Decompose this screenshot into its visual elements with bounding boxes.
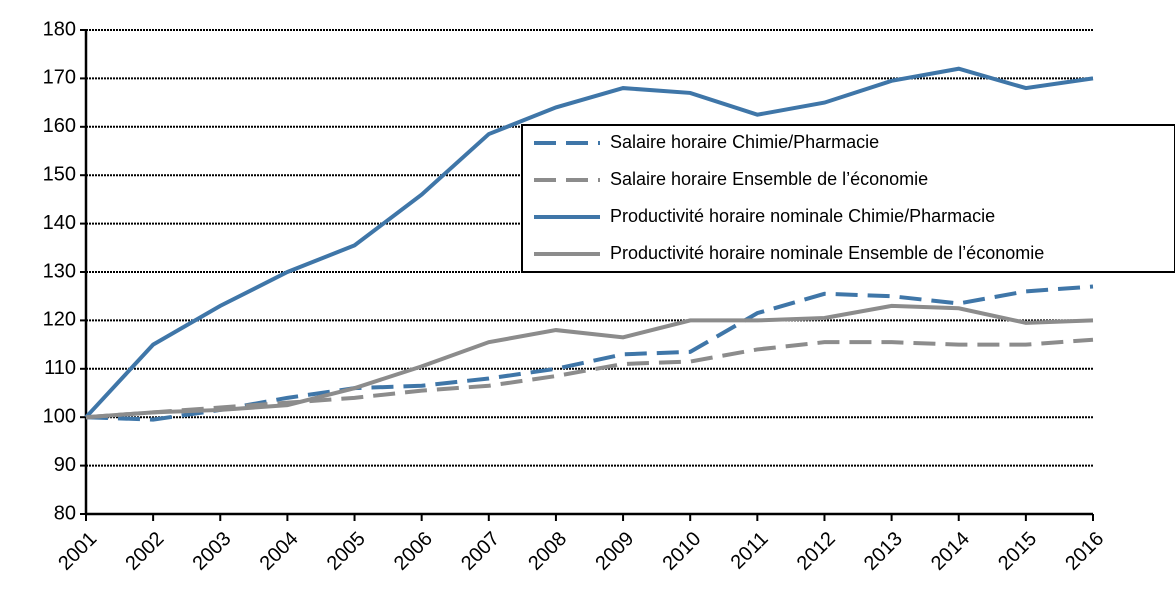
y-tick-label: 150	[43, 163, 76, 185]
x-tick-label: 2010	[658, 528, 705, 575]
x-tick-label: 2009	[591, 528, 638, 575]
x-tick-label: 2012	[793, 528, 840, 575]
x-tick-label: 2013	[860, 528, 907, 575]
y-tick-label: 100	[43, 405, 76, 427]
y-tick-label: 120	[43, 309, 76, 331]
x-tick-label: 2015	[994, 528, 1041, 575]
x-tick-label: 2016	[1061, 528, 1108, 575]
legend-label: Productivité horaire nominale Ensemble d…	[610, 243, 1044, 263]
x-tick-label: 2006	[390, 528, 437, 575]
y-tick-label: 140	[43, 212, 76, 234]
y-tick-label: 90	[54, 454, 76, 476]
x-tick-label: 2004	[256, 528, 303, 575]
series-line	[85, 337, 1094, 420]
x-tick-label: 2001	[54, 528, 101, 575]
legend-label: Salaire horaire Chimie/Pharmacie	[610, 132, 879, 152]
x-tick-label: 2002	[121, 528, 168, 575]
y-tick-label: 110	[44, 357, 76, 379]
x-tick-label: 2005	[323, 528, 370, 575]
x-tick-label: 2003	[189, 528, 236, 575]
series-line	[84, 66, 1094, 419]
x-tick-label: 2014	[927, 528, 974, 575]
x-tick-label: 2008	[524, 528, 571, 575]
y-tick-label: 130	[43, 260, 76, 282]
legend-box	[521, 124, 1175, 273]
series-line	[85, 303, 1094, 420]
legend-label: Salaire horaire Ensemble de l’économie	[610, 169, 928, 189]
y-tick-label: 160	[43, 115, 76, 137]
y-tick-label: 170	[43, 67, 76, 89]
y-tick-label: 80	[54, 502, 76, 524]
legend: Salaire horaire Chimie/Pharmacie Salaire …	[521, 124, 1175, 273]
y-tick-label: 180	[43, 18, 76, 40]
x-tick-label: 2007	[457, 528, 504, 575]
x-tick-label: 2011	[727, 528, 773, 574]
legend-label: Productivité horaire nominale Chimie/Pha…	[610, 206, 995, 226]
